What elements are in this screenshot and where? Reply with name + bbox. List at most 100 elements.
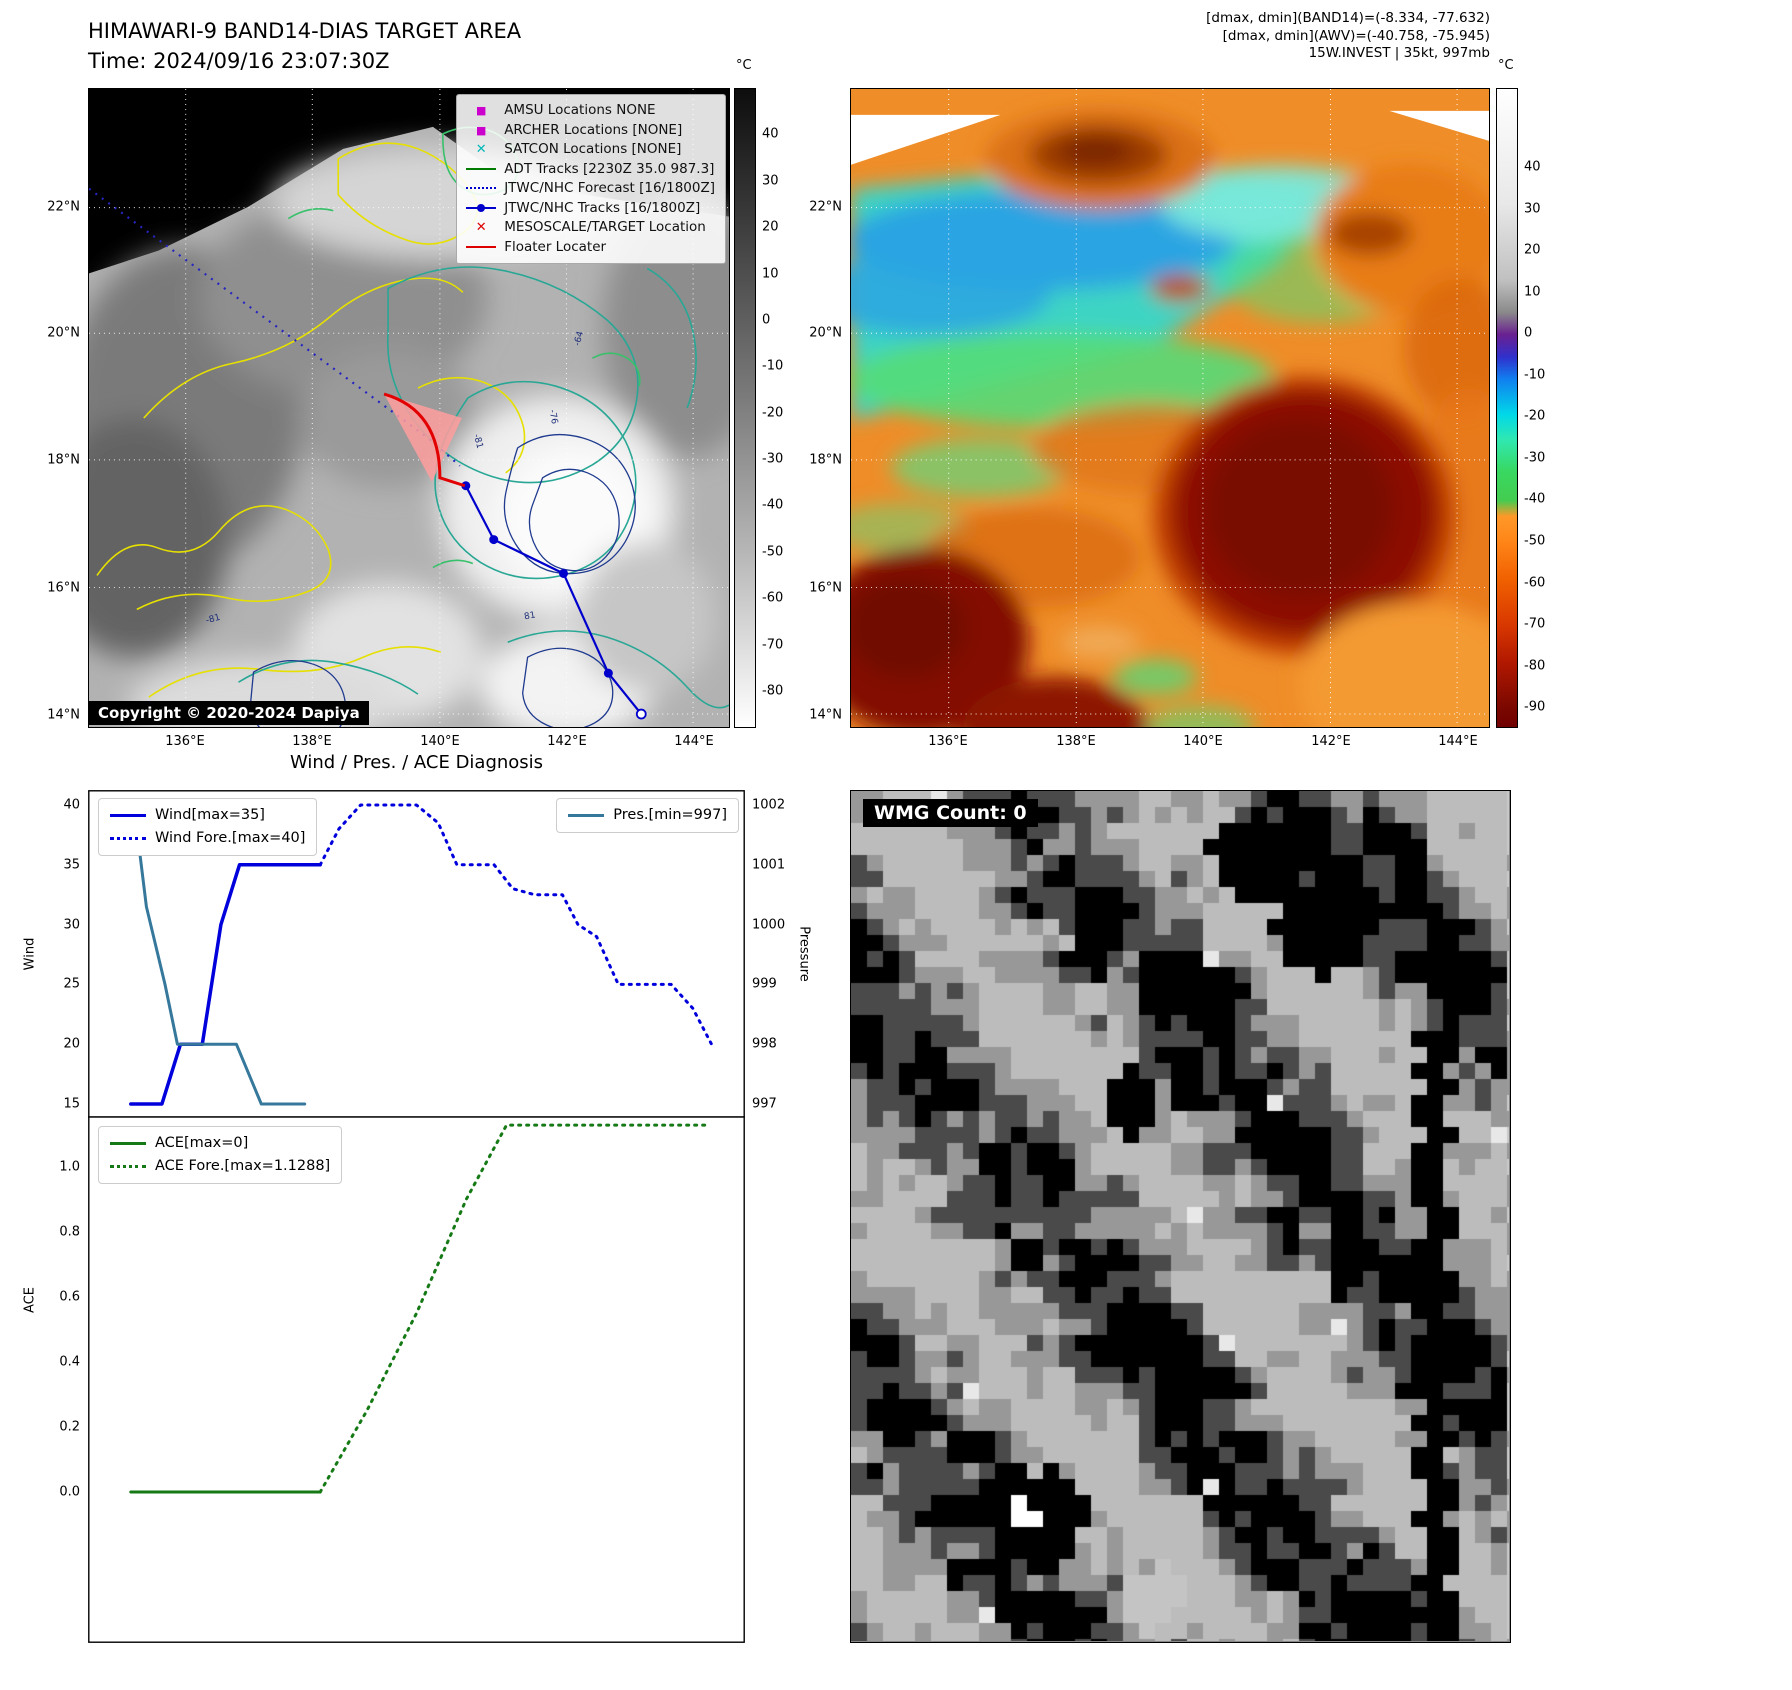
lat-tick: 20°N — [47, 325, 80, 341]
latlon-gridlines — [89, 89, 729, 727]
diagnosis-panel: Wind / Pres. / ACE Diagnosis Wind[max=35… — [23, 752, 812, 1647]
ace-legend: ACE[max=0] ACE Fore.[max=1.1288] — [98, 1126, 343, 1184]
band14-legend: ■ AMSU Locations NONE ■ ARCHER Locations [N… — [456, 94, 726, 264]
colorbar-tick: 10 — [1524, 284, 1541, 300]
floater-wedge — [384, 394, 462, 482]
series-line — [318, 803, 713, 1046]
pressure-tick: 998 — [752, 1036, 777, 1052]
lat-tick: 22°N — [47, 199, 80, 215]
colorbar-tick: -20 — [762, 405, 784, 421]
legend-item: Wind Fore.[max=40] — [110, 827, 305, 850]
colorbar-tick: -10 — [1524, 367, 1546, 383]
lat-tick: 16°N — [47, 580, 80, 596]
line-marker-icon — [465, 238, 497, 258]
legend-label: ARCHER Locations [NONE] — [504, 121, 683, 138]
colorbar-tick: -40 — [1524, 491, 1546, 507]
swath-corner — [851, 114, 1001, 165]
legend-item: ■ ARCHER Locations [NONE] — [465, 121, 715, 141]
pressure-tick: 997 — [752, 1096, 777, 1112]
colorbar-tick: 0 — [1524, 325, 1533, 341]
legend-label: ACE[max=0] — [155, 1135, 249, 1151]
legend-label: JTWC/NHC Forecast [16/1800Z] — [504, 180, 715, 196]
lat-tick: 18°N — [47, 452, 80, 468]
colorbar-tick: 10 — [762, 266, 779, 281]
colorbar-tick: -60 — [762, 590, 784, 606]
legend-label: ADT Tracks [2230Z 35.0 987.3] — [504, 160, 715, 177]
legend-label: JTWC/NHC Tracks [16/1800Z] — [504, 199, 701, 216]
wind-forecast-line-sample — [110, 837, 146, 840]
lon-tick: 136°E — [165, 734, 205, 749]
colorbar-tick: 40 — [1524, 159, 1541, 175]
colorbar-tick: 20 — [1524, 242, 1541, 258]
colorbar-tick: -30 — [1524, 450, 1546, 466]
ace-tick: 1.0 — [59, 1159, 80, 1175]
colorbar-tick: 30 — [1524, 201, 1541, 217]
colorbar-tick: -50 — [1524, 533, 1546, 549]
lon-tick: 138°E — [292, 734, 332, 749]
legend-item: ACE[max=0] — [110, 1132, 330, 1155]
colorbar-tick: -80 — [762, 683, 784, 699]
legend-item: ✕ MESOSCALE/TARGET Location — [465, 218, 715, 238]
legend-item: ■ AMSU Locations NONE — [465, 101, 715, 121]
copyright-label: Copyright © 2020-2024 Dapiya — [89, 701, 369, 725]
series-lines — [129, 803, 713, 1494]
ace-axes — [88, 1116, 745, 1643]
wind-tick: 40 — [63, 797, 80, 813]
colorbar-tick: -30 — [762, 451, 784, 467]
colorbar-tick: 0 — [762, 312, 771, 328]
lon-tick: 142°E — [547, 734, 587, 749]
band14-title-block: HIMAWARI-9 BAND14-DIAS TARGET AREA Time:… — [88, 16, 521, 76]
floater-locater-line — [383, 392, 466, 488]
awv-colorbar-unit: °C — [1498, 58, 1514, 73]
colorbar-tick: -80 — [1524, 658, 1546, 674]
diagnosis-plot: Wind[max=35] Wind Fore.[max=40] Pres.[mi… — [23, 790, 812, 1643]
legend-item: ADT Tracks [2230Z 35.0 987.3] — [465, 160, 715, 180]
contour-label: -81 — [471, 433, 484, 450]
dotted-marker-icon — [465, 179, 497, 199]
wind-tick: 35 — [63, 857, 80, 873]
colorbar-tick: -70 — [762, 637, 784, 653]
band14-colorbar — [734, 88, 756, 728]
x-marker-icon: ✕ — [475, 142, 487, 157]
pressure-axis-label: Pressure — [796, 926, 812, 982]
lat-tick: 22°N — [809, 199, 842, 215]
colorbar-tick: -70 — [1524, 616, 1546, 632]
diagnosis-title: Wind / Pres. / ACE Diagnosis — [289, 752, 544, 773]
contour-label: -81 — [205, 613, 222, 626]
legend-label: Wind Fore.[max=40] — [155, 830, 306, 846]
lon-tick: 138°E — [1056, 734, 1096, 749]
contour-label: -76 — [547, 409, 559, 425]
pressure-tick: 1000 — [752, 917, 786, 933]
line-dot-marker-icon — [465, 199, 497, 219]
contour-label: 81 — [523, 610, 536, 622]
ace-forecast-line-sample — [110, 1165, 146, 1168]
colorbar-tick: -20 — [1524, 408, 1546, 424]
dmax-dmin-awv: [dmax, dmin](AWV)=(-40.758, -75.945) — [1222, 27, 1490, 44]
ace-tick: 0.4 — [59, 1354, 80, 1370]
legend-item: Pres.[min=997] — [568, 804, 727, 827]
colorbar-tick: 40 — [762, 126, 779, 142]
ace-tick: 0.6 — [59, 1289, 80, 1305]
legend-label: Floater Locater — [504, 238, 607, 255]
legend-label: ACE Fore.[max=1.1288] — [155, 1158, 331, 1174]
legend-label: AMSU Locations NONE — [504, 102, 656, 118]
wind-axis-label: Wind — [22, 937, 38, 971]
pressure-legend: Pres.[min=997] — [556, 798, 739, 833]
colorbar-tick: -50 — [762, 544, 784, 560]
wind-legend: Wind[max=35] Wind Fore.[max=40] — [98, 798, 318, 856]
square-marker-icon: ■ — [475, 123, 487, 137]
wmg-count-label: WMG Count: 0 — [863, 799, 1038, 827]
lon-tick: 142°E — [1311, 734, 1351, 749]
lat-tick: 14°N — [47, 707, 80, 723]
pressure-tick: 1002 — [752, 797, 786, 813]
awv-colorbar — [1496, 88, 1518, 728]
legend-item: Floater Locater — [465, 238, 715, 258]
wind-tick: 30 — [63, 917, 80, 933]
legend-label: Pres.[min=997] — [613, 807, 727, 823]
square-marker-icon: ■ — [475, 104, 487, 117]
lon-tick: 144°E — [674, 734, 714, 749]
legend-item: JTWC/NHC Forecast [16/1800Z] — [465, 179, 715, 199]
jtwc-track-points — [461, 481, 647, 720]
lon-tick: 140°E — [420, 734, 460, 749]
